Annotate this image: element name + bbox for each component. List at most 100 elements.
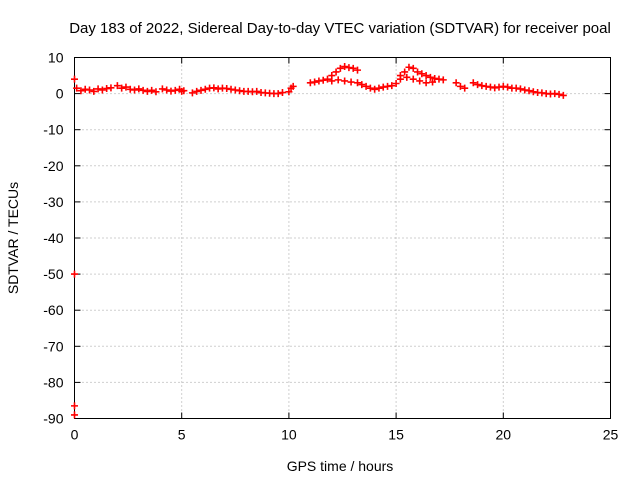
data-point xyxy=(131,86,139,94)
y-tick-label: -50 xyxy=(43,266,63,282)
y-tick-label: -30 xyxy=(43,194,63,210)
data-point xyxy=(474,81,482,89)
data-point xyxy=(90,87,98,95)
data-point xyxy=(362,82,370,90)
data-point xyxy=(193,87,201,95)
data-points xyxy=(71,63,567,419)
data-point xyxy=(253,87,261,95)
y-tick-label: -70 xyxy=(43,338,63,354)
data-point xyxy=(401,68,409,76)
data-point xyxy=(559,91,567,99)
data-point xyxy=(358,81,366,89)
data-point xyxy=(469,79,477,87)
x-tick-label: 20 xyxy=(496,427,512,443)
data-point xyxy=(73,84,81,92)
y-tick-label: -80 xyxy=(43,374,63,390)
data-point xyxy=(336,64,344,72)
data-point xyxy=(439,76,447,84)
data-point xyxy=(98,86,106,94)
data-point xyxy=(148,86,156,94)
data-point xyxy=(422,79,430,87)
data-point xyxy=(328,77,336,85)
data-point xyxy=(210,84,218,92)
data-point xyxy=(354,66,362,74)
x-tick-label: 25 xyxy=(603,427,619,443)
data-point xyxy=(461,84,469,92)
data-point xyxy=(285,88,293,96)
y-tick-label: -90 xyxy=(43,411,63,427)
x-tick-label: 15 xyxy=(388,427,404,443)
data-point xyxy=(334,76,342,84)
data-point xyxy=(504,83,512,91)
data-point xyxy=(152,88,160,96)
data-point xyxy=(555,90,563,98)
data-point xyxy=(456,82,464,90)
x-axis-label: GPS time / hours xyxy=(287,458,394,474)
data-point xyxy=(180,87,188,95)
data-point xyxy=(341,63,349,71)
data-point xyxy=(516,85,524,93)
data-point xyxy=(525,87,533,95)
data-point xyxy=(77,87,85,95)
x-tick-label: 0 xyxy=(71,427,79,443)
data-point xyxy=(71,411,78,419)
data-point xyxy=(188,89,196,97)
data-point xyxy=(396,72,404,80)
data-point xyxy=(392,79,400,87)
y-tick-label: -60 xyxy=(43,302,63,318)
data-point xyxy=(422,72,430,80)
x-tick-label: 5 xyxy=(178,427,186,443)
y-tick-label: 0 xyxy=(56,86,64,102)
data-point xyxy=(143,87,151,95)
data-point xyxy=(278,89,286,97)
y-tick-label: -40 xyxy=(43,230,63,246)
data-point xyxy=(403,73,411,81)
data-point xyxy=(347,78,355,86)
data-point xyxy=(332,68,340,76)
data-point xyxy=(197,86,205,94)
data-point xyxy=(341,77,349,85)
data-point xyxy=(113,82,121,90)
data-point xyxy=(426,73,434,81)
data-point xyxy=(71,402,78,410)
data-point xyxy=(163,86,171,94)
chart-title: Day 183 of 2022, Sidereal Day-to-day VTE… xyxy=(69,20,611,37)
data-point xyxy=(375,84,383,92)
data-point xyxy=(323,75,331,83)
data-point xyxy=(158,85,166,93)
data-point xyxy=(118,84,126,92)
data-point xyxy=(366,84,374,92)
data-point xyxy=(94,85,102,93)
data-point xyxy=(71,270,78,278)
data-point xyxy=(409,75,417,83)
data-point xyxy=(139,86,147,94)
data-point xyxy=(371,85,379,93)
data-point xyxy=(349,64,357,72)
data-point xyxy=(107,84,115,92)
gridlines xyxy=(74,57,611,419)
data-point xyxy=(414,68,422,76)
axis-ticks: 0 5 10 15 20 25 10 0 -10 -20 -30 -40 -50 -60 -70 -80 -90 xyxy=(43,50,618,443)
data-point xyxy=(274,90,282,98)
data-point xyxy=(135,85,143,93)
data-point xyxy=(319,76,327,84)
data-point xyxy=(311,78,319,86)
data-point xyxy=(354,79,362,87)
y-tick-label: -20 xyxy=(43,158,63,174)
data-point xyxy=(429,78,437,86)
data-point xyxy=(122,83,130,91)
data-point xyxy=(405,63,413,71)
data-point xyxy=(409,64,417,72)
data-point xyxy=(388,82,396,90)
data-point xyxy=(201,85,209,93)
data-point xyxy=(418,70,426,78)
data-point xyxy=(171,86,179,94)
data-point xyxy=(289,82,297,90)
y-tick-label: 10 xyxy=(48,50,64,66)
data-point xyxy=(452,79,460,87)
data-point xyxy=(71,75,78,83)
data-point xyxy=(86,86,94,94)
y-tick-label: -10 xyxy=(43,122,63,138)
data-point xyxy=(416,77,424,85)
